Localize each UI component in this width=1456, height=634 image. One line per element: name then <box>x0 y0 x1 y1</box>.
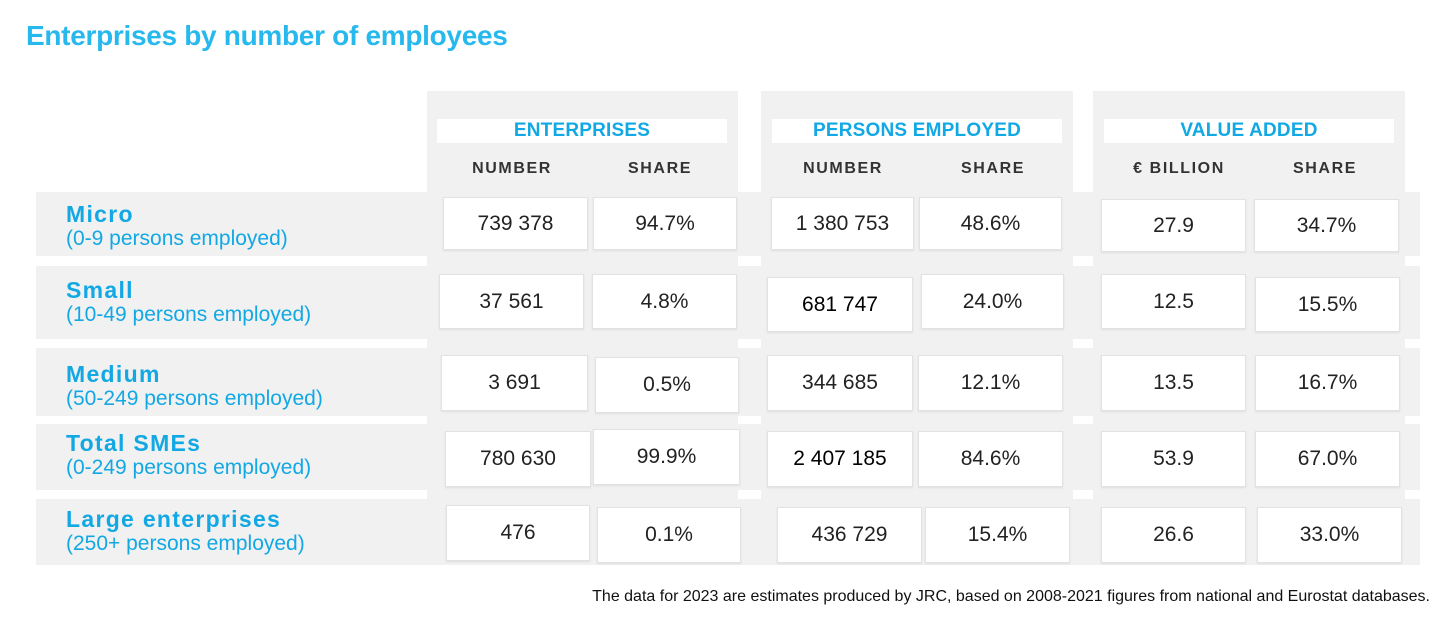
table-cell: 12.5 <box>1101 274 1246 329</box>
table-cell: 94.7% <box>593 197 737 250</box>
table-cell: 34.7% <box>1254 199 1399 252</box>
row-name: Total SMEs <box>66 430 202 456</box>
row-name: Large enterprises <box>66 506 282 532</box>
table-cell: 53.9 <box>1101 431 1246 487</box>
table-cell: 48.6% <box>919 197 1062 250</box>
group-title-persons-employed: PERSONS EMPLOYED <box>772 119 1062 143</box>
row-name: Small <box>66 277 134 303</box>
row-subtitle: (50-249 persons employed) <box>66 387 323 410</box>
table-cell: 16.7% <box>1255 355 1400 411</box>
table-cell: 26.6 <box>1101 507 1246 563</box>
footnote: The data for 2023 are estimates produced… <box>592 588 1430 605</box>
row-subtitle: (0-249 persons employed) <box>66 456 312 479</box>
row-subtitle: (0-9 persons employed) <box>66 227 288 250</box>
row-subtitle: (250+ persons employed) <box>66 532 305 555</box>
row-label-large: Large enterprises (250+ persons employed… <box>66 506 305 556</box>
group-title-value-added: VALUE ADDED <box>1104 119 1394 143</box>
subhead-persons-share: SHARE <box>960 160 1025 177</box>
table-cell: 15.4% <box>925 507 1070 563</box>
table-cell: 4.8% <box>592 274 737 329</box>
table-cell: 15.5% <box>1255 277 1400 332</box>
subhead-value-share: SHARE <box>1292 160 1357 177</box>
table-cell: 476 <box>446 505 590 561</box>
subhead-value-billion: € BILLION <box>1133 160 1225 177</box>
table-cell: 67.0% <box>1255 431 1400 487</box>
subhead-enterprises-share: SHARE <box>627 160 692 177</box>
group-title-enterprises: ENTERPRISES <box>437 119 727 143</box>
table-cell: 1 380 753 <box>771 197 914 250</box>
table-cell: 12.1% <box>918 355 1063 411</box>
table-cell: 681 747 <box>767 277 913 332</box>
row-subtitle: (10-49 persons employed) <box>66 303 312 326</box>
table-cell: 0.5% <box>595 357 739 413</box>
row-label-small: Small (10-49 persons employed) <box>66 277 311 327</box>
table-cell: 13.5 <box>1101 355 1246 411</box>
subhead-persons-number: NUMBER <box>803 160 883 177</box>
table-cell: 37 561 <box>439 274 584 329</box>
row-label-micro: Micro (0-9 persons employed) <box>66 201 288 251</box>
table-cell: 33.0% <box>1257 507 1402 563</box>
table-cell: 780 630 <box>445 431 591 487</box>
table-cell: 99.9% <box>593 429 740 485</box>
row-name: Medium <box>66 361 161 387</box>
table-cell: 0.1% <box>597 507 741 563</box>
table-cell: 344 685 <box>767 355 913 411</box>
chart-title: Enterprises by number of employees <box>26 20 508 51</box>
subhead-enterprises-number: NUMBER <box>472 160 552 177</box>
table-cell: 27.9 <box>1101 199 1246 252</box>
table-cell: 436 729 <box>777 507 922 563</box>
row-label-total-smes: Total SMEs (0-249 persons employed) <box>66 430 311 480</box>
table-cell: 84.6% <box>918 431 1063 487</box>
table-cell: 739 378 <box>443 197 588 250</box>
table-cell: 24.0% <box>921 274 1064 329</box>
table-cell: 2 407 185 <box>767 431 913 487</box>
table-cell: 3 691 <box>441 355 588 411</box>
row-name: Micro <box>66 201 134 227</box>
row-label-medium: Medium (50-249 persons employed) <box>66 361 323 411</box>
